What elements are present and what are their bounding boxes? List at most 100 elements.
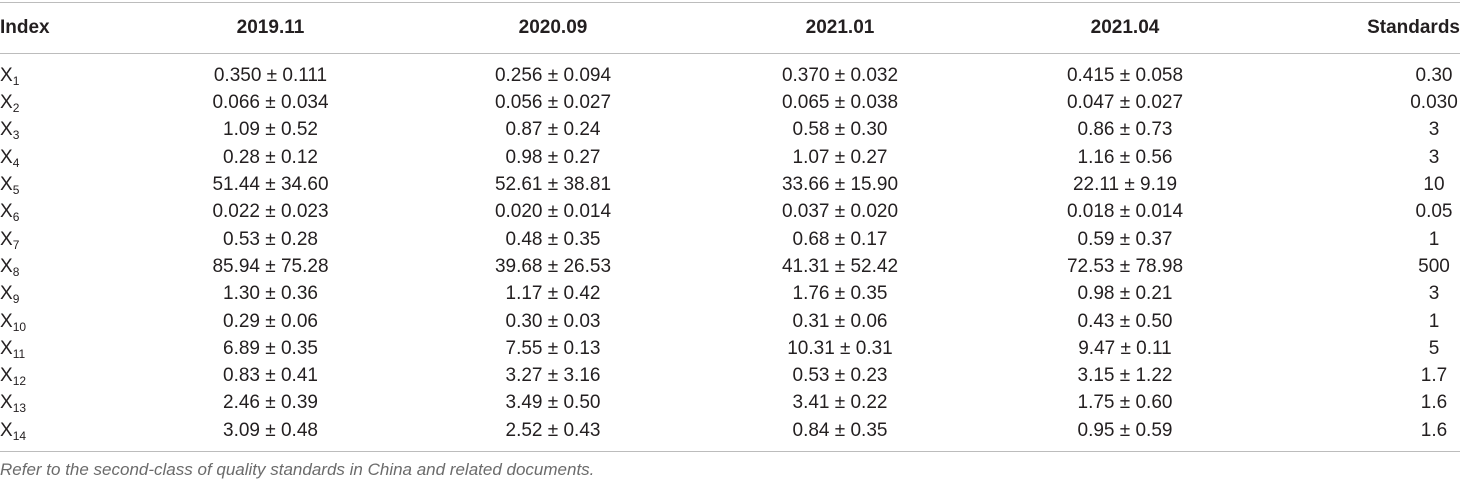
value-cell: 0.83 ± 0.41 <box>223 365 318 387</box>
value-cell: 0.68 ± 0.17 <box>792 228 888 250</box>
standard-cell: 1.6 <box>1420 419 1448 441</box>
row-index-subscript: 6 <box>12 210 20 225</box>
table-row: X1 0.350 ± 0.111 0.256 ± 0.094 0.370 ± 0.03… <box>0 54 1460 90</box>
value-cell: 0.370 ± 0.032 <box>781 65 899 86</box>
value-cell: 0.29 ± 0.06 <box>223 310 318 332</box>
row-index-cell: X2 <box>0 89 130 116</box>
table-row: X11 6.89 ± 0.35 7.55 ± 0.13 10.31 ± 0.31 9.4… <box>0 335 1460 362</box>
row-index-cell: X10 <box>0 307 130 334</box>
value-cell: 0.53 ± 0.23 <box>792 365 888 387</box>
value-cell: 0.95 ± 0.59 <box>1077 419 1173 441</box>
value-cell: 10.31 ± 0.31 <box>787 337 893 359</box>
value-cell: 0.87 ± 0.24 <box>505 119 601 141</box>
value-cell: 0.065 ± 0.038 <box>781 92 899 114</box>
standard-cell: 0.30 <box>1415 65 1453 86</box>
value-cell: 51.44 ± 34.60 <box>212 174 329 196</box>
standard-cell: 1.7 <box>1420 365 1448 387</box>
row-index-label: X <box>0 419 13 441</box>
standard-cell: 10 <box>1423 174 1445 196</box>
value-cell: 1.30 ± 0.36 <box>223 283 318 305</box>
row-index-subscript: 11 <box>12 346 26 361</box>
row-index-cell: X4 <box>0 144 130 171</box>
value-cell: 0.30 ± 0.03 <box>505 310 601 332</box>
row-index-cell: X14 <box>0 417 130 451</box>
value-cell: 1.76 ± 0.35 <box>792 283 888 305</box>
value-cell: 0.86 ± 0.73 <box>1077 119 1173 141</box>
row-index-subscript: 12 <box>12 374 27 389</box>
row-index-cell: X11 <box>0 335 130 362</box>
value-cell: 3.41 ± 0.22 <box>792 392 888 414</box>
standard-cell: 0.030 <box>1410 92 1458 114</box>
value-cell: 1.16 ± 0.56 <box>1077 146 1173 168</box>
header-row: Index 2019.11 2020.09 2021.01 2021.04 St… <box>0 3 1460 54</box>
value-cell: 1.09 ± 0.52 <box>223 119 318 141</box>
row-index-cell: X7 <box>0 225 130 252</box>
header-2019-11: 2019.11 <box>130 3 411 54</box>
value-cell: 85.94 ± 75.28 <box>212 255 329 277</box>
standard-cell: 3 <box>1428 283 1440 305</box>
row-index-subscript: 10 <box>12 319 27 334</box>
header-standards: Standards <box>1265 3 1460 54</box>
row-index-subscript: 8 <box>12 264 20 279</box>
value-cell: 0.31 ± 0.06 <box>792 310 888 332</box>
value-cell: 3.49 ± 0.50 <box>505 392 601 414</box>
value-cell: 2.52 ± 0.43 <box>505 419 601 441</box>
value-cell: 0.022 ± 0.023 <box>212 201 329 223</box>
standard-cell: 500 <box>1418 255 1450 277</box>
table-body: X1 0.350 ± 0.111 0.256 ± 0.094 0.370 ± 0.03… <box>0 54 1460 451</box>
value-cell: 0.018 ± 0.014 <box>1066 201 1184 223</box>
standard-cell: 5 <box>1428 337 1440 359</box>
value-cell: 0.98 ± 0.21 <box>1077 283 1173 305</box>
row-index-cell: X9 <box>0 280 130 307</box>
row-index-subscript: 9 <box>12 292 20 307</box>
value-cell: 0.066 ± 0.034 <box>212 92 329 114</box>
header-2021-04: 2021.04 <box>985 3 1265 54</box>
value-cell: 0.98 ± 0.27 <box>505 146 601 168</box>
value-cell: 2.46 ± 0.39 <box>223 392 318 414</box>
row-index-cell: X6 <box>0 198 130 225</box>
row-index-label: X <box>0 65 13 86</box>
table-row: X6 0.022 ± 0.023 0.020 ± 0.014 0.037 ± 0.02… <box>0 198 1460 225</box>
value-cell: 52.61 ± 38.81 <box>494 174 612 196</box>
standard-cell: 1 <box>1428 228 1440 250</box>
top-rule <box>0 2 1460 3</box>
table-row: X13 2.46 ± 0.39 3.49 ± 0.50 3.41 ± 0.22 1.75… <box>0 389 1460 416</box>
header-index: Index <box>0 3 130 54</box>
row-index-subscript: 1 <box>12 74 20 88</box>
value-cell: 0.84 ± 0.35 <box>792 419 888 441</box>
row-index-subscript: 14 <box>12 428 27 443</box>
table-row: X12 0.83 ± 0.41 3.27 ± 3.16 0.53 ± 0.23 3.15… <box>0 362 1460 389</box>
row-index-cell: X5 <box>0 171 130 198</box>
value-cell: 0.056 ± 0.027 <box>494 92 612 114</box>
standard-cell: 1 <box>1428 310 1440 332</box>
row-index-label: X <box>0 146 13 168</box>
value-cell: 0.047 ± 0.027 <box>1066 92 1184 114</box>
value-cell: 0.020 ± 0.014 <box>494 201 612 223</box>
row-index-label: X <box>0 119 13 141</box>
table-footnote: Refer to the second-class of quality sta… <box>0 459 595 479</box>
header-2020-09: 2020.09 <box>411 3 695 54</box>
row-index-subscript: 3 <box>12 128 20 143</box>
table-header: Index 2019.11 2020.09 2021.01 2021.04 St… <box>0 3 1460 54</box>
standard-cell: 0.05 <box>1415 201 1453 223</box>
row-index-subscript: 13 <box>12 401 27 416</box>
value-cell: 1.07 ± 0.27 <box>792 146 888 168</box>
value-cell: 41.31 ± 52.42 <box>781 255 899 277</box>
value-cell: 0.58 ± 0.30 <box>792 119 888 141</box>
row-index-cell: X8 <box>0 253 130 280</box>
value-cell: 3.15 ± 1.22 <box>1077 365 1173 387</box>
row-index-label: X <box>0 283 13 305</box>
value-cell: 0.350 ± 0.111 <box>213 65 328 86</box>
value-cell: 3.09 ± 0.48 <box>223 419 318 441</box>
row-index-label: X <box>0 365 13 387</box>
value-cell: 1.17 ± 0.42 <box>505 283 601 305</box>
header-2021-01: 2021.01 <box>695 3 985 54</box>
row-index-cell: X13 <box>0 389 130 416</box>
standard-cell: 3 <box>1428 146 1440 168</box>
row-index-label: X <box>0 392 13 414</box>
table-row: X10 0.29 ± 0.06 0.30 ± 0.03 0.31 ± 0.06 0.43… <box>0 307 1460 334</box>
value-cell: 0.037 ± 0.020 <box>781 201 899 223</box>
value-cell: 9.47 ± 0.11 <box>1078 337 1172 359</box>
value-cell: 0.415 ± 0.058 <box>1066 65 1184 86</box>
